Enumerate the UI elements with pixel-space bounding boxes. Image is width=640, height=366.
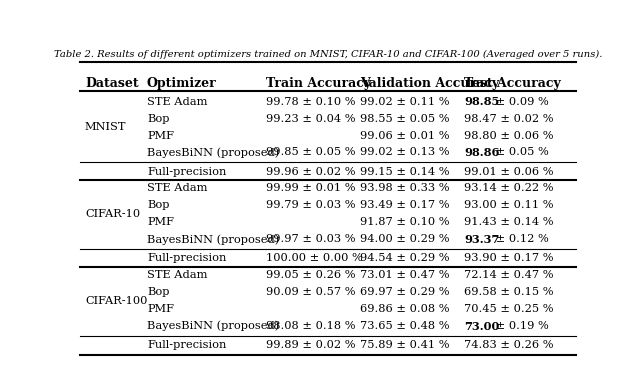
Text: Optimizer: Optimizer (147, 78, 217, 90)
Text: MNIST: MNIST (85, 122, 127, 132)
Text: 99.01 ± 0.06 %: 99.01 ± 0.06 % (465, 167, 554, 176)
Text: 99.23 ± 0.04 %: 99.23 ± 0.04 % (266, 113, 355, 124)
Text: CIFAR-10: CIFAR-10 (85, 209, 140, 219)
Text: Bop: Bop (147, 201, 170, 210)
Text: PMF: PMF (147, 131, 174, 141)
Text: Test Accuracy: Test Accuracy (465, 78, 561, 90)
Text: Full-precision: Full-precision (147, 167, 227, 176)
Text: Dataset: Dataset (85, 78, 139, 90)
Text: 73.00: 73.00 (465, 321, 500, 332)
Text: 99.02 ± 0.13 %: 99.02 ± 0.13 % (360, 147, 450, 157)
Text: Full-precision: Full-precision (147, 340, 227, 350)
Text: 99.85 ± 0.05 %: 99.85 ± 0.05 % (266, 147, 355, 157)
Text: BayesBiNN (proposed): BayesBiNN (proposed) (147, 321, 279, 331)
Text: Train Accuracy: Train Accuracy (266, 78, 371, 90)
Text: PMF: PMF (147, 304, 174, 314)
Text: ± 0.12 %: ± 0.12 % (492, 234, 548, 244)
Text: 98.80 ± 0.06 %: 98.80 ± 0.06 % (465, 131, 554, 141)
Text: PMF: PMF (147, 217, 174, 227)
Text: 69.97 ± 0.29 %: 69.97 ± 0.29 % (360, 287, 450, 297)
Text: ± 0.09 %: ± 0.09 % (492, 97, 548, 107)
Text: 93.98 ± 0.33 %: 93.98 ± 0.33 % (360, 183, 450, 194)
Text: 98.47 ± 0.02 %: 98.47 ± 0.02 % (465, 113, 554, 124)
Text: 91.87 ± 0.10 %: 91.87 ± 0.10 % (360, 217, 450, 227)
Text: STE Adam: STE Adam (147, 183, 207, 194)
Text: 99.99 ± 0.01 %: 99.99 ± 0.01 % (266, 183, 355, 194)
Text: 93.00 ± 0.11 %: 93.00 ± 0.11 % (465, 201, 554, 210)
Text: 73.65 ± 0.48 %: 73.65 ± 0.48 % (360, 321, 450, 331)
Text: 75.89 ± 0.41 %: 75.89 ± 0.41 % (360, 340, 450, 350)
Text: 99.15 ± 0.14 %: 99.15 ± 0.14 % (360, 167, 450, 176)
Text: 99.78 ± 0.10 %: 99.78 ± 0.10 % (266, 97, 355, 107)
Text: 99.97 ± 0.03 %: 99.97 ± 0.03 % (266, 234, 355, 244)
Text: 69.58 ± 0.15 %: 69.58 ± 0.15 % (465, 287, 554, 297)
Text: 98.86: 98.86 (465, 147, 500, 158)
Text: STE Adam: STE Adam (147, 97, 207, 107)
Text: 98.08 ± 0.18 %: 98.08 ± 0.18 % (266, 321, 355, 331)
Text: 98.55 ± 0.05 %: 98.55 ± 0.05 % (360, 113, 450, 124)
Text: 99.96 ± 0.02 %: 99.96 ± 0.02 % (266, 167, 355, 176)
Text: 99.89 ± 0.02 %: 99.89 ± 0.02 % (266, 340, 355, 350)
Text: Validation Accuracy: Validation Accuracy (360, 78, 499, 90)
Text: 70.45 ± 0.25 %: 70.45 ± 0.25 % (465, 304, 554, 314)
Text: 99.02 ± 0.11 %: 99.02 ± 0.11 % (360, 97, 450, 107)
Text: ± 0.19 %: ± 0.19 % (492, 321, 548, 331)
Text: ± 0.05 %: ± 0.05 % (492, 147, 548, 157)
Text: 94.00 ± 0.29 %: 94.00 ± 0.29 % (360, 234, 450, 244)
Text: 73.01 ± 0.47 %: 73.01 ± 0.47 % (360, 270, 450, 280)
Text: 93.90 ± 0.17 %: 93.90 ± 0.17 % (465, 253, 554, 264)
Text: 93.14 ± 0.22 %: 93.14 ± 0.22 % (465, 183, 554, 194)
Text: 72.14 ± 0.47 %: 72.14 ± 0.47 % (465, 270, 554, 280)
Text: 93.37: 93.37 (465, 234, 500, 245)
Text: 99.06 ± 0.01 %: 99.06 ± 0.01 % (360, 131, 450, 141)
Text: STE Adam: STE Adam (147, 270, 207, 280)
Text: 99.05 ± 0.26 %: 99.05 ± 0.26 % (266, 270, 355, 280)
Text: 94.54 ± 0.29 %: 94.54 ± 0.29 % (360, 253, 450, 264)
Text: Table 2. Results of different optimizers trained on MNIST, CIFAR-10 and CIFAR-10: Table 2. Results of different optimizers… (54, 50, 602, 59)
Text: 93.49 ± 0.17 %: 93.49 ± 0.17 % (360, 201, 450, 210)
Text: 90.09 ± 0.57 %: 90.09 ± 0.57 % (266, 287, 355, 297)
Text: 100.00 ± 0.00 %: 100.00 ± 0.00 % (266, 253, 363, 264)
Text: Full-precision: Full-precision (147, 253, 227, 264)
Text: BayesBiNN (proposed): BayesBiNN (proposed) (147, 234, 279, 244)
Text: Bop: Bop (147, 113, 170, 124)
Text: 74.83 ± 0.26 %: 74.83 ± 0.26 % (465, 340, 554, 350)
Text: Bop: Bop (147, 287, 170, 297)
Text: 99.79 ± 0.03 %: 99.79 ± 0.03 % (266, 201, 355, 210)
Text: 98.85: 98.85 (465, 96, 500, 107)
Text: 91.43 ± 0.14 %: 91.43 ± 0.14 % (465, 217, 554, 227)
Text: 69.86 ± 0.08 %: 69.86 ± 0.08 % (360, 304, 450, 314)
Text: BayesBiNN (proposed): BayesBiNN (proposed) (147, 147, 279, 158)
Text: CIFAR-100: CIFAR-100 (85, 296, 147, 306)
